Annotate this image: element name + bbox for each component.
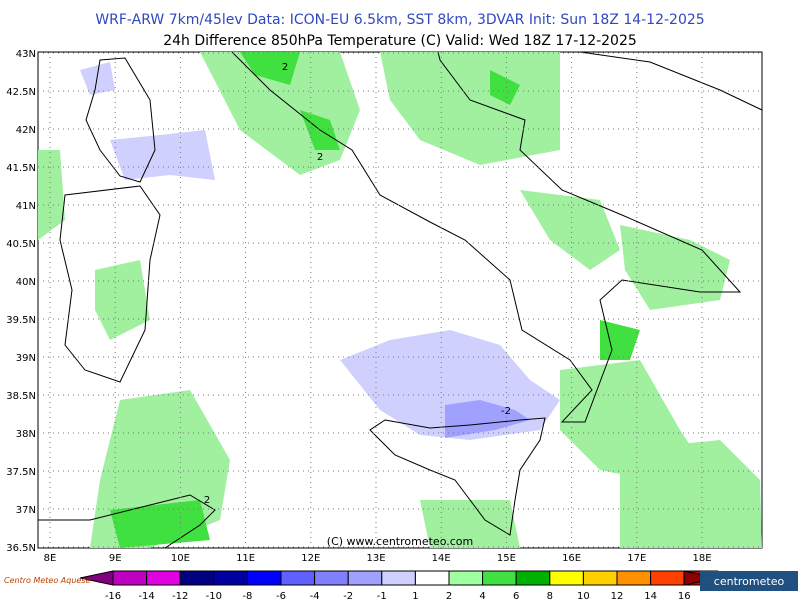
colorbar-label: -12 [172, 591, 188, 600]
shading [38, 52, 762, 548]
colorbar-label: 10 [577, 591, 590, 600]
colorbar-box [381, 570, 416, 586]
lon-label: 18E [692, 553, 711, 564]
colorbar: -16 -14 -12 -10 -8 -6 -4 -2 -1 1 2 4 6 8 10 12 14 16 [79, 570, 719, 602]
colorbar-box [314, 570, 349, 586]
colorbar-label: 1 [412, 591, 418, 600]
colorbar-label: 14 [644, 591, 657, 600]
lat-label: 38N [16, 429, 36, 440]
lat-label: 41.5N [6, 163, 36, 174]
colorbar-box [246, 570, 282, 586]
colorbar-label: 16 [678, 591, 691, 600]
lon-label: 8E [44, 553, 57, 564]
lat-label: 38.5N [6, 391, 36, 402]
colorbar-label: 2 [446, 591, 452, 600]
colorbar-label: 8 [547, 591, 553, 600]
title: WRF-ARW 7km/45lev Data: ICON-EU 6.5km, S… [95, 12, 704, 28]
lat-label: 37.5N [6, 467, 36, 478]
colorbar-box [146, 570, 181, 586]
colorbar-box [515, 570, 551, 586]
logo-right: centrometeo [714, 575, 785, 588]
lon-label: 17E [627, 553, 646, 564]
copyright: (C) www.centrometeo.com [327, 535, 473, 548]
lat-label: 40N [16, 277, 36, 288]
colorbar-box [616, 570, 652, 586]
lat-label: 42.5N [6, 87, 36, 98]
lon-label: 13E [366, 553, 385, 564]
lat-label: 41N [16, 201, 36, 212]
lat-label: 37N [16, 505, 36, 516]
logo-left: Centro Meteo Aquese [4, 576, 90, 585]
contour-label: 2 [282, 62, 288, 73]
colorbar-label: 12 [611, 591, 624, 600]
colorbar-label: -8 [242, 591, 252, 600]
colorbar-box [482, 570, 517, 586]
colorbar-box [582, 570, 618, 586]
colorbar-box [179, 570, 215, 586]
colorbar-box [549, 570, 584, 586]
lat-label: 40.5N [6, 239, 36, 250]
colorbar-box [213, 570, 248, 586]
lon-label: 9E [109, 553, 122, 564]
contour-label: -2 [501, 406, 511, 417]
lat-label: 36.5N [6, 543, 36, 554]
subtitle: 24h Difference 850hPa Temperature (C) Va… [163, 33, 637, 49]
colorbar-label: -2 [343, 591, 353, 600]
colorbar-box [280, 570, 316, 586]
lon-label: 16E [562, 553, 581, 564]
lat-label: 39.5N [6, 315, 36, 326]
lon-label: 10E [171, 553, 190, 564]
colorbar-box [448, 570, 484, 586]
colorbar-box [112, 570, 148, 586]
colorbar-label: -6 [276, 591, 286, 600]
colorbar-label: -14 [138, 591, 154, 600]
logo-right-bg [700, 571, 798, 591]
lon-label: 15E [497, 553, 516, 564]
colorbar-label: 4 [479, 591, 485, 600]
contour-label: 2 [204, 495, 210, 506]
colorbar-label: -1 [377, 591, 387, 600]
lat-label: 43N [16, 49, 36, 60]
colorbar-label: -4 [310, 591, 320, 600]
lat-label: 42N [16, 125, 36, 136]
colorbar-box [347, 570, 383, 586]
colorbar-label: -10 [206, 591, 222, 600]
lon-label: 12E [301, 553, 320, 564]
lat-label: 39N [16, 353, 36, 364]
lon-label: 14E [432, 553, 451, 564]
colorbar-label: 6 [513, 591, 519, 600]
colorbar-box [414, 570, 450, 586]
lon-label: 11E [236, 553, 255, 564]
colorbar-label: -16 [105, 591, 121, 600]
contour-label: 2 [317, 152, 323, 163]
colorbar-box [650, 570, 685, 586]
